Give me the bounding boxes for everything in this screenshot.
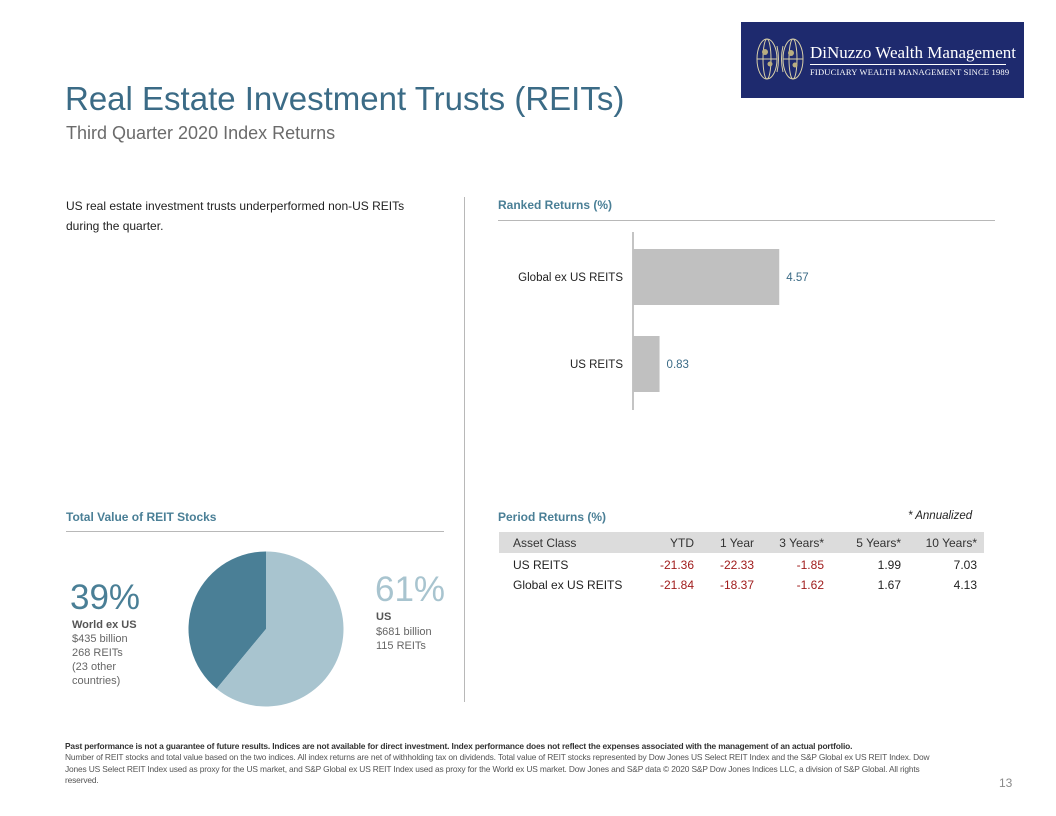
bar-category-label: US REITS	[570, 359, 623, 371]
annualized-note: * Annualized	[908, 510, 973, 522]
period-returns-heading: Period Returns (%)	[498, 510, 607, 524]
logo-divider	[810, 64, 1006, 65]
column-divider	[464, 197, 465, 702]
period-returns-table: Asset Class YTD 1 Year 3 Years* 5 Years*…	[499, 532, 984, 595]
ytd-cell: -21.84	[659, 577, 694, 592]
three-year-cell: -1.62	[796, 577, 824, 592]
three-year-cell: -1.85	[796, 557, 824, 572]
world-ex-us-label: World ex US	[72, 619, 137, 631]
five-year-cell: 1.67	[877, 577, 901, 592]
globe-logo-icon	[756, 38, 804, 80]
world-ex-us-percent: 39%	[70, 578, 141, 617]
world-ex-us-note-1: (23 other	[72, 661, 117, 673]
bar	[633, 336, 660, 392]
us-count: 115 REITs	[376, 640, 426, 652]
page-number: 13	[999, 776, 1013, 790]
ranked-returns-rule	[498, 220, 995, 221]
asset-class-cell: US REITS	[513, 557, 569, 572]
us-percent: 61%	[375, 570, 446, 609]
total-value-rule	[66, 531, 444, 532]
column-header: 3 Years*	[761, 532, 831, 553]
column-header: 5 Years*	[831, 532, 908, 553]
total-value-heading: Total Value of REIT Stocks	[66, 510, 217, 524]
ten-year-cell: 4.13	[953, 577, 977, 592]
five-year-cell: 1.99	[877, 557, 901, 572]
ranked-returns-bar-chart: Global ex US REITS 4.57 US REITS 0.83	[518, 232, 809, 410]
column-header: 1 Year	[701, 532, 761, 553]
bar-value-label: 0.83	[667, 359, 689, 371]
bar-value-label: 4.57	[786, 272, 808, 284]
table-row: Global ex US REITS -21.84 -18.37 -1.62 1…	[499, 574, 984, 595]
one-year-cell: -22.33	[719, 557, 754, 572]
us-label: US	[376, 611, 392, 623]
column-header: YTD	[649, 532, 701, 553]
column-header: 10 Years*	[908, 532, 984, 553]
world-ex-us-value: $435 billion	[72, 633, 128, 645]
bar	[633, 249, 780, 305]
table-row: US REITS -21.36 -22.33 -1.85 1.99 7.03	[499, 553, 984, 574]
pie-slice	[188, 551, 266, 689]
pie-slice	[216, 551, 344, 707]
logo-company-name: DiNuzzo Wealth Management	[810, 43, 1017, 62]
page-title: Real Estate Investment Trusts (REITs)	[65, 80, 625, 117]
ytd-cell: -21.36	[659, 557, 694, 572]
table-header-row: Asset Class YTD 1 Year 3 Years* 5 Years*…	[499, 532, 984, 553]
logo-tagline: FIDUCIARY WEALTH MANAGEMENT SINCE 1989	[810, 67, 1010, 77]
ranked-returns-heading: Ranked Returns (%)	[498, 198, 613, 212]
bar-category-label: Global ex US REITS	[518, 272, 623, 284]
column-header: Asset Class	[499, 532, 649, 553]
page-subtitle: Third Quarter 2020 Index Returns	[66, 123, 336, 143]
ten-year-cell: 7.03	[953, 557, 977, 572]
world-ex-us-count: 268 REITs	[72, 647, 123, 659]
world-ex-us-note-2: countries)	[72, 675, 121, 687]
disclaimer-bold: Past performance is not a guarantee of f…	[65, 741, 853, 751]
company-logo: DiNuzzo Wealth Management FIDUCIARY WEAL…	[741, 22, 1024, 98]
intro-text: US real estate investment trusts underpe…	[66, 199, 405, 233]
disclaimer-body: Number of REIT stocks and total value ba…	[65, 752, 930, 786]
asset-class-cell: Global ex US REITS	[513, 577, 623, 592]
disclaimer: Past performance is not a guarantee of f…	[65, 741, 945, 787]
one-year-cell: -18.37	[719, 577, 754, 592]
reit-value-pie-chart	[188, 551, 344, 707]
us-value: $681 billion	[376, 626, 432, 638]
